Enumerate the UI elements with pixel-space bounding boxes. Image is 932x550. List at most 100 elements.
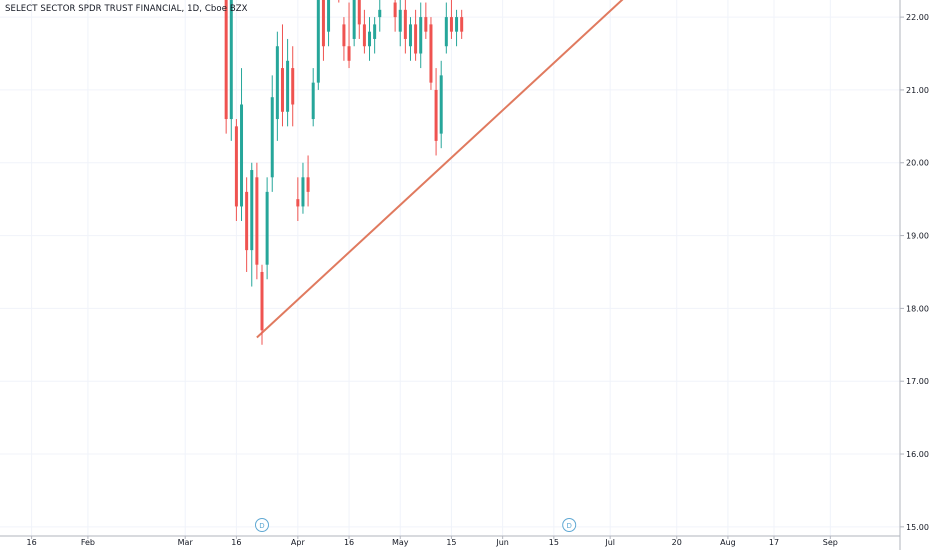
price-tick-label: 16.00 [906,450,929,459]
candle [240,68,244,222]
chart-title: SELECT SECTOR SPDR TRUST FINANCIAL, 1D, … [5,4,248,14]
time-tick-label: Jun [495,538,509,547]
candle [280,24,284,127]
dividend-event-label: D [259,522,264,530]
price-axis[interactable]: 22.00 21.00 20.00 19.00 18.00 17.00 16.00 15.00… [899,0,932,550]
candle [265,177,269,280]
candle-body [419,17,423,54]
candle [460,9,464,39]
candle-body [240,104,244,207]
time-tick-label: 16 [231,538,241,547]
price-tick-label: 15.00 [906,523,929,532]
candle [403,0,407,54]
candle-body [429,24,433,83]
candle-body [306,177,310,192]
candle-body [357,0,361,25]
candle [316,0,320,90]
candle-body [275,46,279,120]
candle [306,155,310,207]
candle-body [286,60,290,112]
price-tick-label: 18.00 [906,304,929,313]
candle [255,162,259,280]
candle-body [398,9,402,32]
candle-body [291,68,295,105]
candle-body [234,126,238,207]
candle [291,46,295,127]
candle-body [296,199,300,207]
candle [342,17,346,61]
candle [455,9,459,47]
candle-body [327,0,331,32]
candle [373,17,377,54]
price-tick-label: 17.00 [906,377,929,386]
candle-body [245,191,249,251]
candle [352,0,356,47]
time-tick-label: Sep [823,538,838,547]
candle-body [449,17,453,32]
time-tick-label: May [392,538,409,547]
candle [408,17,412,61]
candle-series [224,0,464,345]
candle [245,177,249,272]
time-tick-label: Feb [81,538,95,547]
time-tick-label: 16 [27,538,37,547]
candle-body [280,68,284,112]
candle-body [342,24,346,47]
candle-body [460,17,464,32]
candle-body [321,0,325,47]
candle-body [378,9,382,18]
candle [234,119,238,222]
candle-body [352,0,356,39]
chart-drawings: 28.5026.4024.50DD [255,0,624,532]
candle-body [444,17,448,47]
candle [338,0,340,3]
candle-body [408,24,412,47]
time-tick-label: 16 [344,538,354,547]
time-tick-label: 20 [672,538,682,547]
price-tick-label: 22.00 [906,13,929,22]
candle [393,0,397,32]
candle-body [393,2,397,18]
time-tick-label: 17 [769,538,779,547]
candle-body [424,17,428,32]
candle [429,17,433,90]
chart-grid [0,0,900,536]
candle-body [403,9,407,39]
candle [449,0,453,39]
candle-body [373,24,377,39]
candle [327,0,331,47]
time-tick-label: Aug [720,538,736,547]
candle [357,0,361,39]
candle [260,264,264,345]
candle [311,68,315,127]
dividend-event-marker: D [255,518,269,532]
candle-body [265,191,269,265]
dividend-event-label: D [567,522,572,530]
candle-body [368,31,372,47]
time-tick-label: 15 [446,538,456,547]
candle [419,2,423,69]
time-tick-label: Jul [604,538,615,547]
price-tick-label: 19.00 [906,232,929,241]
candle-body [434,89,438,141]
dividend-event-circle [255,518,269,532]
candle [286,38,290,127]
candle [398,0,402,47]
candle-body [260,271,264,331]
candle [424,2,428,39]
candle [368,17,372,61]
candle [296,177,300,222]
candle-body [455,17,459,32]
time-tick-label: 15 [549,538,559,547]
candle [414,9,418,61]
price-tick-label: 20.00 [906,159,929,168]
candle [229,0,233,141]
dividend-event-marker: D [562,518,577,532]
candle-body [229,0,233,120]
candle [444,2,448,54]
time-axis[interactable]: 16 Feb Mar 16 Apr 16 May 15 Jun 15 Jul 20 Aug 17 Sep [0,535,900,547]
candle-body [224,0,228,120]
candle [270,75,274,192]
dividend-event-circle [562,518,577,532]
